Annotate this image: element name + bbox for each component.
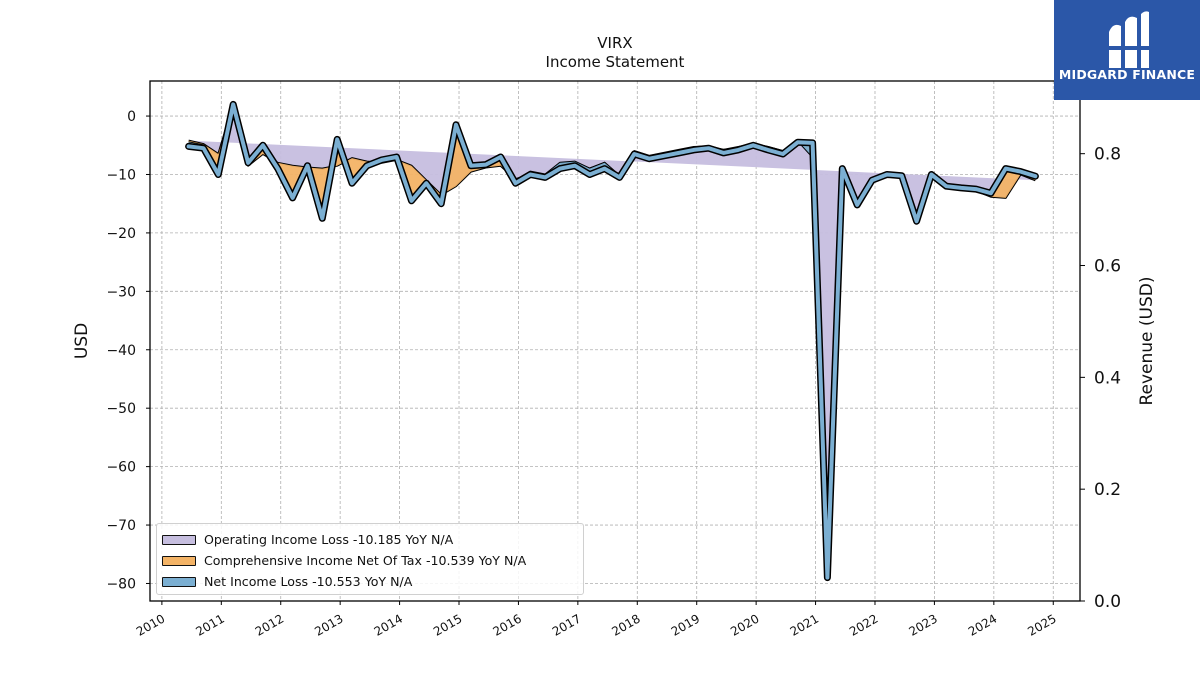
chart-title: VIRX (597, 34, 632, 52)
y-tick-label: −50 (106, 401, 136, 417)
y-tick-label: −40 (106, 343, 136, 359)
y2-tick-label: 0.4 (1094, 368, 1121, 388)
x-tick-label: 2018 (609, 611, 642, 638)
chart-subtitle: Income Statement (546, 53, 685, 71)
chart-legend: Operating Income Loss -10.185 YoY N/A Co… (156, 523, 584, 595)
y-tick-label: −80 (106, 576, 136, 592)
series-layer (185, 100, 1039, 582)
x-tick-label: 2025 (1025, 611, 1058, 638)
brand-mark-icon (1109, 11, 1149, 69)
y2-tick-label: 0.0 (1094, 592, 1121, 612)
x-tick-label: 2017 (550, 611, 583, 638)
legend-swatch-comprehensive-income (162, 555, 196, 566)
y-tick-label: −60 (106, 460, 136, 476)
x-tick-label: 2016 (490, 611, 523, 638)
x-tick-label: 2013 (312, 611, 345, 638)
x-tick-label: 2023 (906, 611, 939, 638)
brand-logo: MIDGARD FINANCE (1054, 0, 1200, 100)
plot-frame (149, 80, 1081, 602)
legend-item-net-income: Net Income Loss -10.553 YoY N/A (162, 571, 583, 592)
legend-label-operating-income: Operating Income Loss -10.185 YoY N/A (204, 532, 454, 547)
x-tick-label: 2020 (728, 611, 761, 638)
legend-item-operating-income: Operating Income Loss -10.185 YoY N/A (162, 529, 583, 550)
brand-name: MIDGARD FINANCE (1058, 67, 1196, 82)
x-tick-label: 2024 (966, 611, 999, 638)
y-axis-label: USD (72, 323, 92, 359)
legend-item-comprehensive-income: Comprehensive Income Net Of Tax -10.539 … (162, 550, 583, 571)
y2-tick-label: 0.2 (1094, 480, 1121, 500)
y2-tick-label: 0.6 (1094, 257, 1121, 277)
x-tick-label: 2015 (431, 611, 464, 638)
axes: 2010 2011 2012 2013 2014 2015 2016 2017 2018 2019… (106, 109, 1121, 639)
legend-label-net-income: Net Income Loss -10.553 YoY N/A (204, 574, 413, 589)
y-tick-label: 0 (127, 109, 136, 125)
legend-label-comprehensive-income: Comprehensive Income Net Of Tax -10.539 … (204, 553, 527, 568)
x-tick-label: 2019 (669, 611, 702, 638)
y-tick-label: −20 (106, 226, 136, 242)
x-tick-label: 2010 (134, 611, 167, 638)
y-tick-label: −30 (106, 284, 136, 300)
y-tick-label: −10 (106, 167, 136, 183)
y2-tick-label: 0.8 (1094, 145, 1121, 165)
y-tick-label: −70 (106, 518, 136, 534)
grid-lines (150, 81, 1080, 601)
x-tick-label: 2011 (193, 611, 226, 638)
legend-swatch-net-income (162, 576, 196, 587)
x-tick-label: 2014 (372, 611, 405, 638)
y2-axis-label: Revenue (USD) (1137, 276, 1157, 405)
legend-swatch-operating-income (162, 534, 196, 545)
x-tick-label: 2022 (847, 611, 880, 638)
x-tick-label: 2012 (253, 611, 286, 638)
series-net-income-line (186, 102, 1038, 580)
x-tick-label: 2021 (788, 611, 821, 638)
